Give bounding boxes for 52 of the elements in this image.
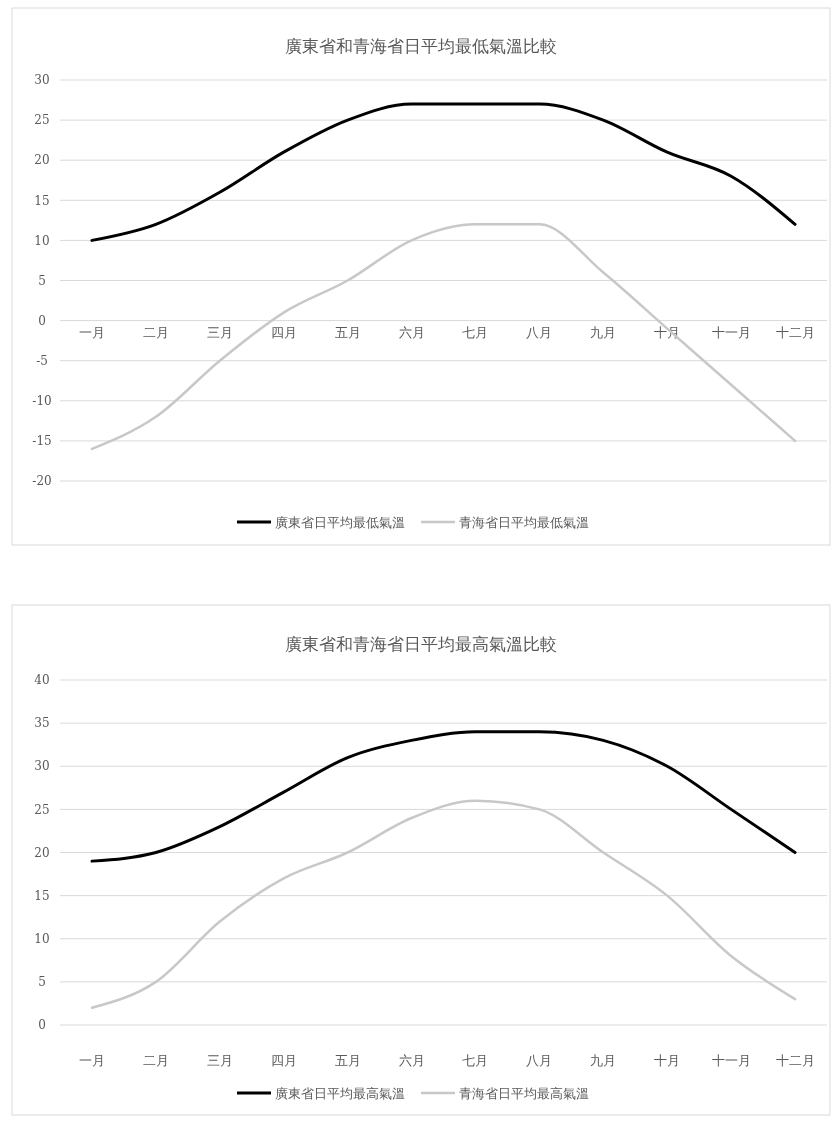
line-series — [90, 730, 797, 863]
x-tick-label: 一月 — [78, 325, 105, 341]
y-tick-label: 30 — [34, 759, 50, 774]
chart-title: 廣東省和青海省日平均最低氣溫比較 — [285, 36, 557, 56]
y-tick-label: 25 — [34, 802, 50, 817]
x-tick-label: 八月 — [526, 325, 553, 341]
y-tick-label: -10 — [32, 394, 52, 408]
x-tick-label: 十二月 — [775, 1052, 815, 1068]
y-tick-label: 0 — [38, 313, 46, 328]
y-tick-label: 25 — [34, 113, 50, 128]
x-tick-label: 十一月 — [711, 325, 751, 341]
y-tick-label: -5 — [36, 353, 48, 368]
chart-title: 廣東省和青海省日平均最高氣溫比較 — [285, 634, 557, 654]
y-tick-label: 0 — [38, 1018, 46, 1033]
legend-label: 廣東省日平均最高氣溫 — [275, 1085, 405, 1101]
x-tick-label: 九月 — [590, 325, 617, 341]
x-tick-label: 七月 — [462, 325, 489, 341]
x-tick-label: 十一月 — [711, 1052, 751, 1068]
legend-label: 青海省日平均最高氣溫 — [459, 1085, 589, 1101]
legend-label: 廣東省日平均最低氣溫 — [275, 514, 405, 530]
x-tick-label: 十月 — [654, 1052, 681, 1068]
x-tick-label: 四月 — [270, 325, 297, 341]
line-series — [90, 102, 797, 242]
y-tick-label: 15 — [34, 888, 50, 903]
x-tick-label: 七月 — [462, 1052, 489, 1068]
x-tick-label: 五月 — [334, 325, 361, 341]
y-tick-label: 5 — [38, 975, 46, 990]
y-tick-label: 20 — [34, 845, 50, 860]
y-tick-label: 10 — [34, 233, 50, 248]
line-series — [90, 799, 797, 1009]
x-tick-label: 三月 — [206, 325, 233, 341]
y-tick-label: 10 — [34, 931, 50, 946]
legend-label: 青海省日平均最低氣溫 — [459, 514, 589, 530]
x-tick-label: 二月 — [142, 325, 169, 341]
x-tick-label: 九月 — [590, 1052, 617, 1068]
y-tick-label: -20 — [32, 474, 52, 489]
x-tick-label: 四月 — [270, 1052, 297, 1068]
y-tick-label: 35 — [34, 716, 50, 731]
x-tick-label: 十二月 — [775, 325, 815, 341]
y-tick-label: 20 — [34, 153, 50, 168]
y-tick-label: -15 — [32, 434, 52, 449]
y-tick-label: 30 — [34, 73, 50, 88]
y-tick-label: 40 — [34, 673, 50, 688]
x-tick-label: 六月 — [398, 1052, 425, 1068]
x-tick-label: 六月 — [398, 325, 425, 341]
x-tick-label: 二月 — [142, 1052, 169, 1068]
x-tick-label: 五月 — [334, 1052, 361, 1068]
y-tick-label: 5 — [38, 273, 46, 288]
x-tick-label: 三月 — [206, 1052, 233, 1068]
x-tick-label: 一月 — [78, 1052, 105, 1068]
x-tick-label: 八月 — [526, 1052, 553, 1068]
y-tick-label: 15 — [34, 193, 50, 208]
